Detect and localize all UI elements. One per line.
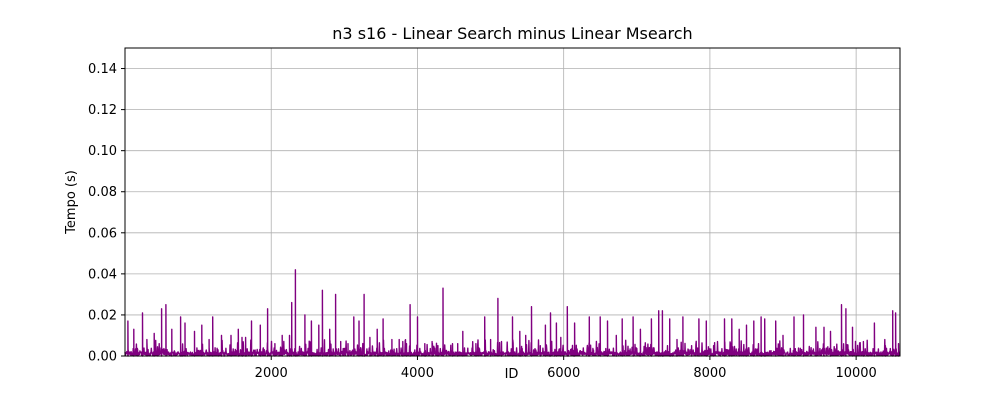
x-axis-label: ID: [505, 367, 519, 382]
y-tick-label: 0.00: [88, 350, 117, 365]
y-tick-label: 0.04: [88, 267, 117, 282]
x-tick-label: 4000: [401, 366, 434, 381]
y-tick-label: 0.06: [88, 226, 117, 241]
y-tick-label: 0.02: [88, 308, 117, 323]
chart-title: n3 s16 - Linear Search minus Linear Msea…: [332, 24, 692, 43]
y-tick-label: 0.12: [88, 103, 117, 118]
ticks: 2000 4000 6000 8000 10000 0.00 0.02 0.04 0.06 0.0…: [88, 62, 877, 381]
y-tick-label: 0.10: [88, 144, 117, 159]
y-tick-label: 0.08: [88, 185, 117, 200]
x-tick-label: 8000: [693, 366, 726, 381]
x-tick-label: 2000: [255, 366, 288, 381]
x-tick-label: 10000: [835, 366, 876, 381]
x-tick-label: 6000: [547, 366, 580, 381]
y-tick-label: 0.14: [88, 62, 117, 77]
plot-frame: [124, 47, 901, 357]
y-axis-label: Tempo (s): [64, 170, 79, 235]
